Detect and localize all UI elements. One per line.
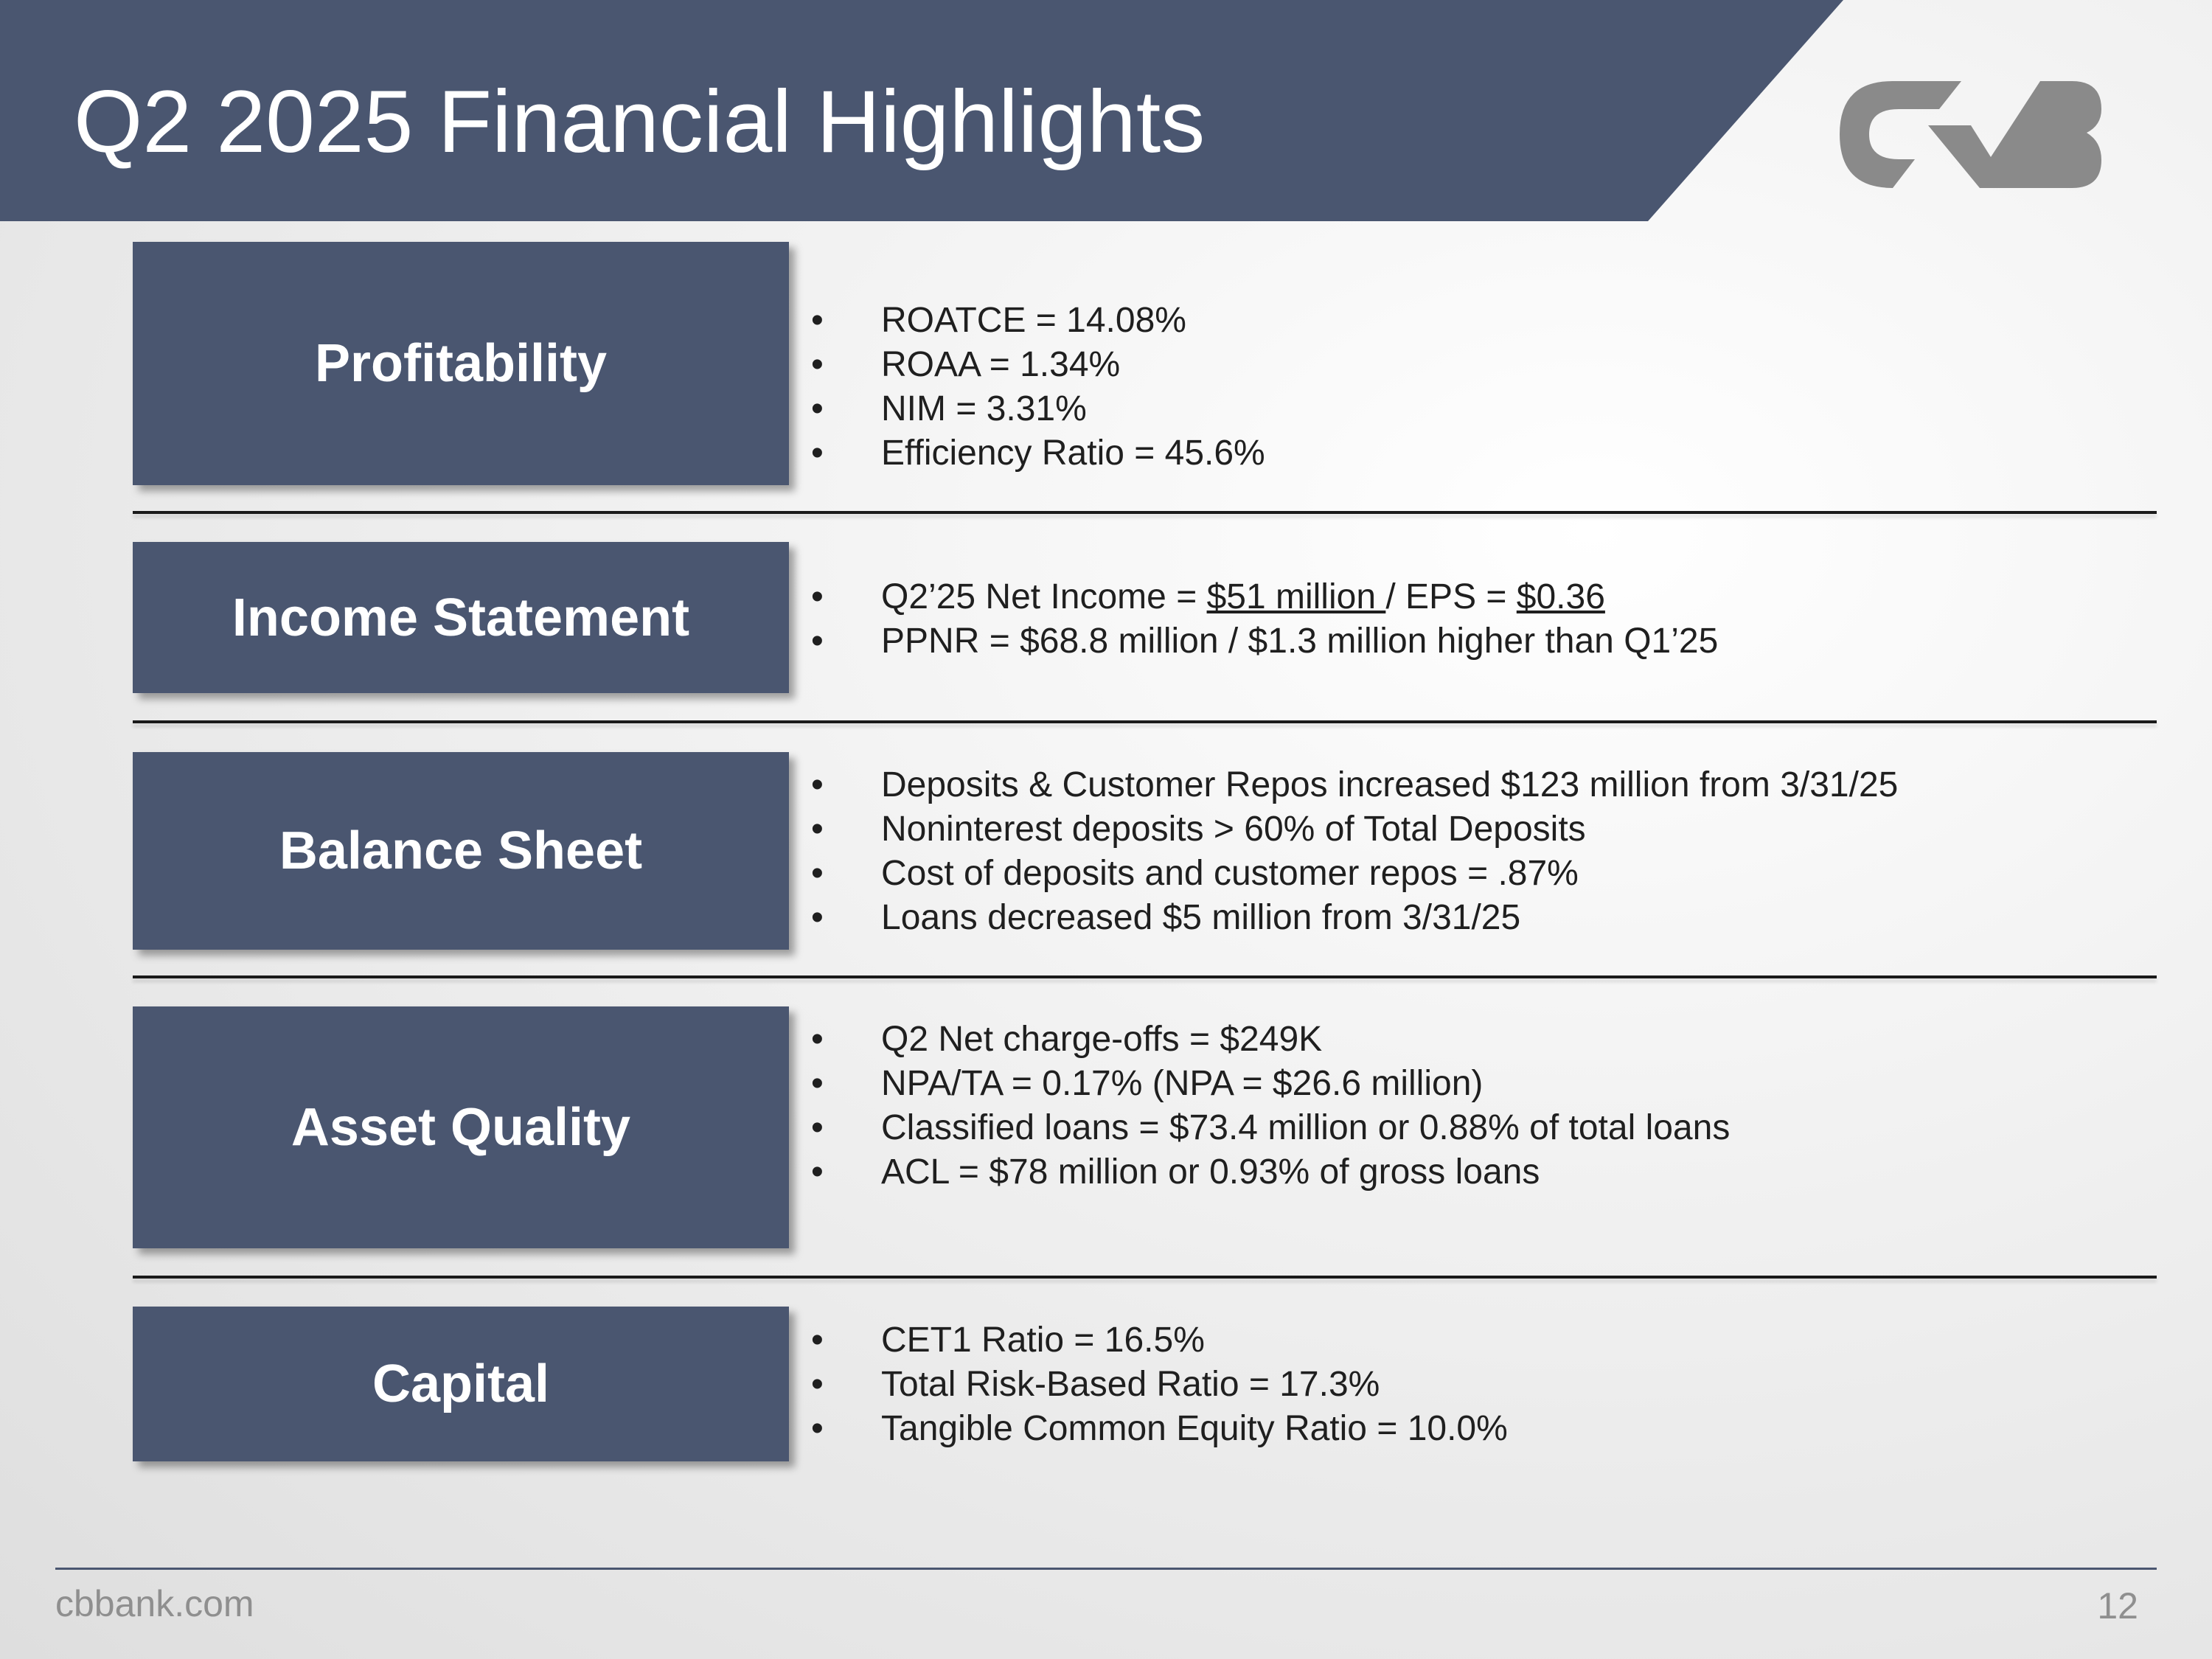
section-label-asset-quality: Asset Quality — [133, 1006, 789, 1248]
bullet-list-income-statement: • Q2’25 Net Income = $51 million / EPS = … — [811, 575, 1718, 664]
list-item: • Q2 Net charge-offs = $249K — [811, 1020, 1323, 1059]
net-income-value: $51 million — [1206, 577, 1386, 616]
list-item: • Cost of deposits and customer repos = .… — [811, 854, 1579, 893]
list-item: • Noninterest deposits > 60% of Total Dep… — [811, 810, 1586, 849]
list-item: • ROAA = 1.34% — [811, 345, 1121, 384]
list-item: • NIM = 3.31% — [811, 389, 1087, 428]
list-item: • Total Risk-Based Ratio = 17.3% — [811, 1365, 1380, 1404]
list-item: • CET1 Ratio = 16.5% — [811, 1321, 1205, 1360]
list-item: • Loans decreased $5 million from 3/31/25 — [811, 898, 1521, 937]
section-label-text: Asset Quality — [291, 1098, 631, 1157]
bullet-list-balance-sheet: • Deposits & Customer Repos increased $12… — [811, 763, 1898, 940]
page-number: 12 — [2097, 1585, 2138, 1627]
section-label-profitability: Profitability — [133, 242, 789, 485]
section-divider — [133, 975, 2157, 978]
cvb-logo-icon — [1840, 81, 2101, 188]
list-item: • Tangible Common Equity Ratio = 10.0% — [811, 1409, 1508, 1448]
section-label-text: Capital — [372, 1354, 550, 1413]
section-divider — [133, 720, 2157, 723]
eps-value: $0.36 — [1516, 577, 1605, 616]
section-label-capital: Capital — [133, 1307, 789, 1461]
list-item: • PPNR = $68.8 million / $1.3 million hig… — [811, 622, 1719, 661]
list-item: • NPA/TA = 0.17% (NPA = $26.6 million) — [811, 1064, 1484, 1103]
list-item: • Q2’25 Net Income = $51 million / EPS = … — [811, 577, 1605, 616]
bullet-list-asset-quality: • Q2 Net charge-offs = $249K • NPA/TA = 0.… — [811, 1018, 1730, 1194]
section-label-text: Income Statement — [232, 588, 690, 647]
page-title: Q2 2025 Financial Highlights — [74, 72, 1206, 171]
list-item: • Classified loans = $73.4 million or 0.8… — [811, 1108, 1731, 1147]
section-divider — [133, 511, 2157, 514]
list-item: • Efficiency Ratio = 45.6% — [811, 434, 1265, 473]
section-label-text: Profitability — [314, 334, 608, 393]
section-divider — [133, 1276, 2157, 1279]
bullet-list-capital: • CET1 Ratio = 16.5% • Total Risk-Based Ra… — [811, 1318, 1508, 1451]
section-label-income-statement: Income Statement — [133, 542, 789, 693]
section-label-balance-sheet: Balance Sheet — [133, 752, 789, 950]
bullet-list-profitability: • ROATCE = 14.08% • ROAA = 1.34% • NIM = 3.… — [811, 299, 1265, 476]
section-label-text: Balance Sheet — [279, 821, 643, 880]
header-band — [0, 0, 1843, 221]
list-item: • ACL = $78 million or 0.93% of gross loa… — [811, 1152, 1540, 1192]
list-item: • Deposits & Customer Repos increased $12… — [811, 765, 1899, 804]
footer-url: cbbank.com — [55, 1583, 254, 1624]
list-item: • ROATCE = 14.08% — [811, 301, 1186, 340]
footer-divider — [55, 1568, 2157, 1570]
